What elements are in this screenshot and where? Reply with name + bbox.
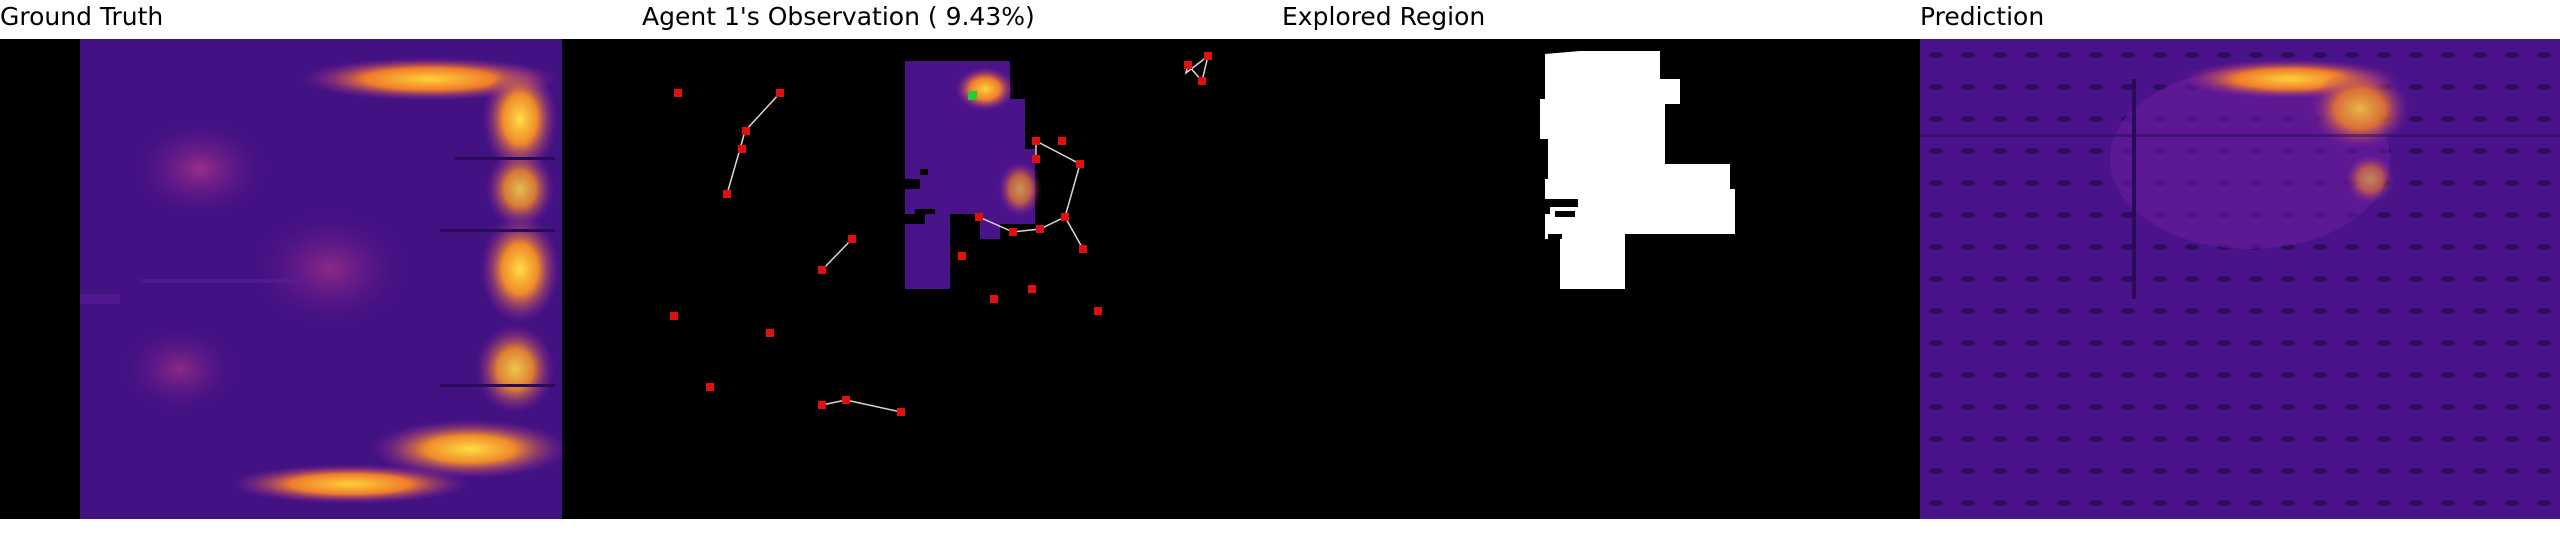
explored-region-title: Explored Region (1282, 2, 1486, 31)
prediction-heatmap (1920, 39, 2560, 519)
ground-truth-title: Ground Truth (0, 2, 164, 31)
explored-panel (1280, 39, 1920, 519)
agent-markers (670, 52, 1212, 416)
prediction-title: Prediction (1920, 2, 2045, 31)
observation-map (640, 39, 1280, 519)
observation-panel (640, 39, 1280, 519)
ground-truth-heatmap (0, 39, 640, 519)
explored-mask (1280, 39, 1920, 519)
ground-truth-panel (0, 39, 640, 519)
observation-title: Agent 1's Observation ( 9.43%) (642, 2, 1035, 31)
prediction-panel (1920, 39, 2560, 519)
current-agent-marker (968, 91, 977, 100)
